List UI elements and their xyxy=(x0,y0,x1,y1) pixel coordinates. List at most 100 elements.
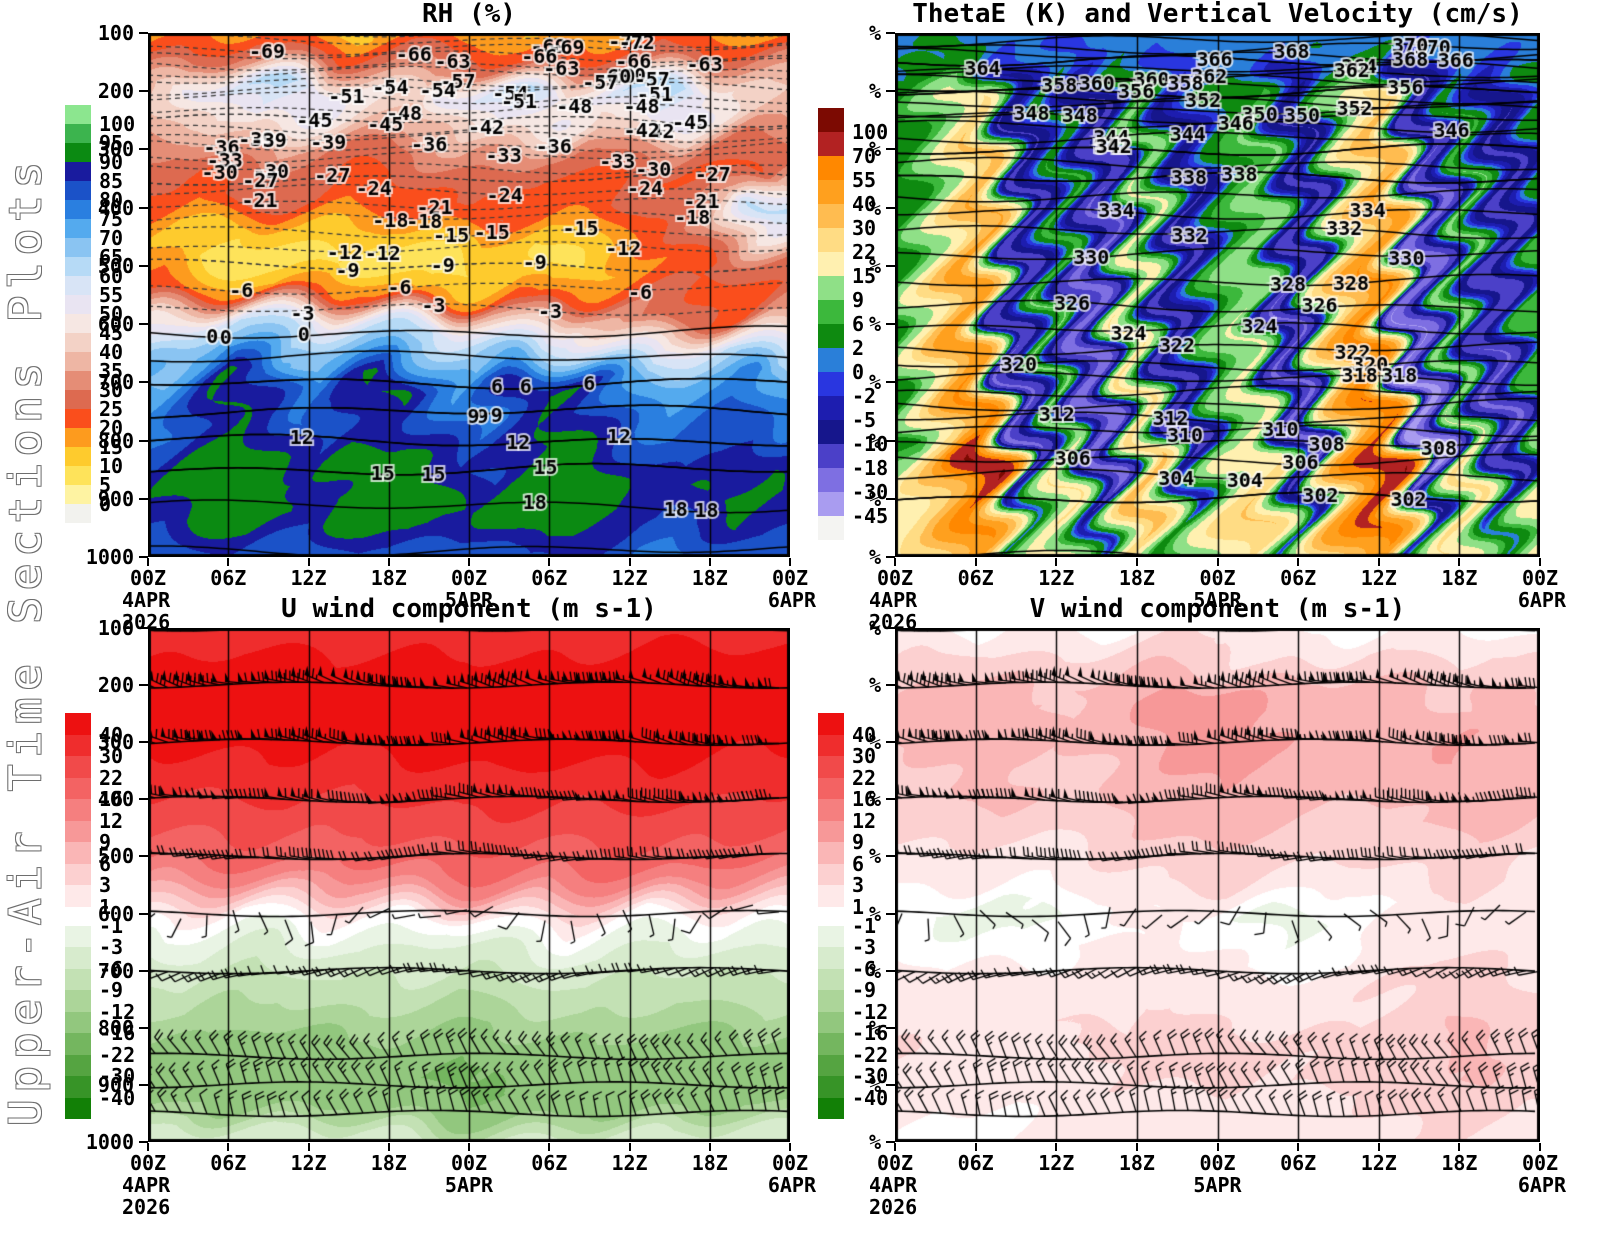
colorbar-label: 100 xyxy=(99,112,136,136)
y-axis-tick-mark xyxy=(886,684,895,687)
x-axis-tick-mark xyxy=(974,1143,977,1151)
y-axis-tick-mark xyxy=(886,32,895,34)
colorbar-label: -16 xyxy=(852,1021,889,1045)
colorbar-label: 30 xyxy=(852,216,877,240)
y-axis-tick-mark xyxy=(886,206,895,209)
colorbar-swatch xyxy=(65,200,91,219)
y-axis-tick-mark xyxy=(139,684,148,687)
colorbar-swatch xyxy=(818,947,844,969)
colorbar-swatch xyxy=(65,124,91,143)
y-axis-tick-label: % xyxy=(868,486,881,511)
colorbar-label: -3 xyxy=(99,935,124,959)
colorbar-label: 16 xyxy=(852,787,877,811)
x-axis-tick-mark xyxy=(1055,1143,1058,1151)
x-axis-tick-label: 12Z xyxy=(1038,566,1075,590)
x-axis-tick-label: 06Z xyxy=(210,1151,247,1175)
y-axis-tick-label: % xyxy=(868,958,881,983)
colorbar-swatch xyxy=(818,756,844,778)
colorbar-swatch xyxy=(818,820,844,842)
y-axis-tick-mark xyxy=(139,381,148,384)
x-axis-tick-mark xyxy=(1135,558,1138,566)
panel-title-rh: RH (%) xyxy=(422,0,516,29)
colorbar-swatch xyxy=(818,1054,844,1076)
x-axis-tick-label: 00Z xyxy=(1521,1151,1559,1175)
colorbar-label: 16 xyxy=(99,787,124,811)
y-axis-tick-label: % xyxy=(868,1015,881,1040)
x-axis-tick-mark xyxy=(1539,1143,1541,1151)
colorbar-label: 3 xyxy=(99,873,112,897)
colorbar-label: -18 xyxy=(852,456,889,480)
x-axis-tick-label: 06Z xyxy=(1280,1151,1317,1175)
colorbar-swatch xyxy=(65,820,91,842)
colorbar-label: -30 xyxy=(852,1064,889,1088)
y-axis-tick-label: 1000 xyxy=(85,1130,134,1154)
y-axis-tick-label: % xyxy=(868,137,881,162)
x-axis-tick-label: 00Z xyxy=(771,566,809,590)
colorbar-label: -40 xyxy=(99,1085,136,1110)
colorbar-swatch xyxy=(818,777,844,799)
y-axis-tick-mark xyxy=(886,1026,895,1029)
colorbar-label: 75 xyxy=(99,207,124,231)
colorbar-swatch xyxy=(818,396,844,420)
colorbar-swatch xyxy=(818,925,844,947)
x-axis-tick-label: 06Z xyxy=(957,566,994,590)
x-axis-date-label: 5APR xyxy=(1193,588,1242,612)
y-axis-tick-mark xyxy=(886,323,895,326)
x-axis-tick-mark xyxy=(628,1143,631,1151)
colorbar-label: 15 xyxy=(99,435,124,459)
colorbar-label: 65 xyxy=(99,245,124,269)
y-axis-tick-mark xyxy=(139,90,148,93)
x-axis-tick-mark xyxy=(468,558,470,566)
colorbar-label: -6 xyxy=(99,956,124,981)
colorbar-label: 40 xyxy=(852,722,877,747)
x-axis-tick-label: 18Z xyxy=(691,1151,728,1175)
colorbar-label: -9 xyxy=(852,978,877,1002)
colorbar-swatch xyxy=(65,257,91,276)
x-axis-date-label: 4APR xyxy=(869,588,918,612)
y-axis-tick-mark xyxy=(886,741,895,744)
y-axis-tick-mark xyxy=(886,1141,895,1143)
y-axis-tick-label: % xyxy=(868,673,881,698)
colorbar-swatch xyxy=(818,324,844,348)
colorbar-label: -22 xyxy=(852,1042,889,1067)
colorbar-label: -1 xyxy=(99,913,124,938)
y-axis-tick-label: % xyxy=(868,312,881,337)
colorbar-swatch xyxy=(65,371,91,390)
x-axis-tick-mark xyxy=(387,558,390,566)
colorbar-label: 70 xyxy=(99,226,124,250)
x-axis-tick-mark xyxy=(894,558,896,566)
colorbar-swatch xyxy=(818,990,844,1012)
colorbar-swatch xyxy=(65,181,91,200)
colorbar-swatch xyxy=(65,276,91,295)
x-axis-date-label: 4APR xyxy=(869,1173,918,1197)
colorbar-label: 60 xyxy=(99,264,124,288)
colorbar-swatch xyxy=(65,390,91,409)
colorbar-label: 90 xyxy=(99,150,124,174)
colorbar-swatch xyxy=(818,842,844,864)
colorbar-swatch xyxy=(65,885,91,907)
y-axis-tick-label: 200 xyxy=(97,79,134,104)
y-axis-tick-label: % xyxy=(868,370,881,395)
x-axis-tick-label: 18Z xyxy=(1441,1151,1478,1175)
colorbar-label: 9 xyxy=(99,830,112,854)
colorbar-label: -30 xyxy=(99,1064,136,1088)
colorbar-label: 70 xyxy=(852,144,877,168)
colorbar-label: 22 xyxy=(852,765,877,790)
colorbar-label: -3 xyxy=(852,935,877,959)
colorbar-swatch xyxy=(65,352,91,371)
x-axis-tick-mark xyxy=(468,1143,470,1151)
colorbar-swatch xyxy=(65,428,91,447)
colorbar-swatch xyxy=(65,1054,91,1076)
x-axis-tick-label: 00Z xyxy=(876,1151,914,1175)
colorbar-swatch xyxy=(65,333,91,352)
x-axis-tick-label: 12Z xyxy=(290,1151,327,1175)
y-axis-tick-label: 200 xyxy=(97,673,134,698)
colorbar-label: 5 xyxy=(99,473,112,497)
colorbar-label: 12 xyxy=(99,808,124,833)
colorbar-label: 0 xyxy=(852,360,865,384)
colorbar-swatch xyxy=(65,863,91,885)
v-wind-plot-canvas xyxy=(895,628,1540,1142)
colorbar-label: 55 xyxy=(852,168,877,192)
x-axis-tick-label: 00Z xyxy=(1199,1151,1236,1175)
